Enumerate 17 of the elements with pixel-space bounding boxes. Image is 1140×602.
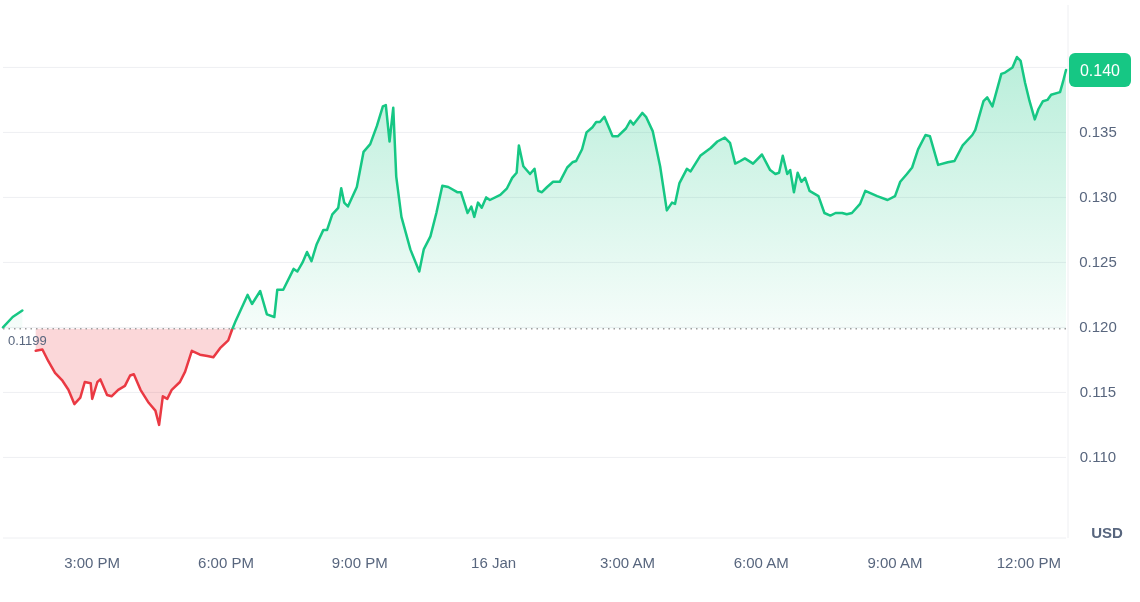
x-tick-label: 3:00 AM: [599, 554, 655, 571]
y-tick-label: 0.125: [1079, 253, 1117, 271]
x-tick-label: 6:00 PM: [198, 554, 254, 571]
x-tick-label: 9:00 AM: [867, 554, 923, 571]
y-tick-label: 0.110: [1079, 448, 1117, 466]
y-tick-label: 0.135: [1079, 123, 1117, 141]
y-tick-label: 0.130: [1079, 188, 1117, 206]
x-tick-label: 12:00 PM: [996, 554, 1061, 571]
y-tick-label: 0.115: [1079, 383, 1117, 401]
x-tick-label: 9:00 PM: [331, 554, 388, 571]
ref-line-label: 0.1199: [8, 332, 47, 348]
x-tick-label: 3:00 PM: [64, 554, 121, 571]
x-tick-label: 16 Jan: [471, 554, 517, 571]
y-axis-title: USD: [1091, 524, 1123, 541]
y-tick-label: 0.120: [1079, 318, 1117, 336]
annotation: 0.140: [1079, 62, 1121, 79]
x-tick-label: 6:00 AM: [733, 554, 789, 571]
